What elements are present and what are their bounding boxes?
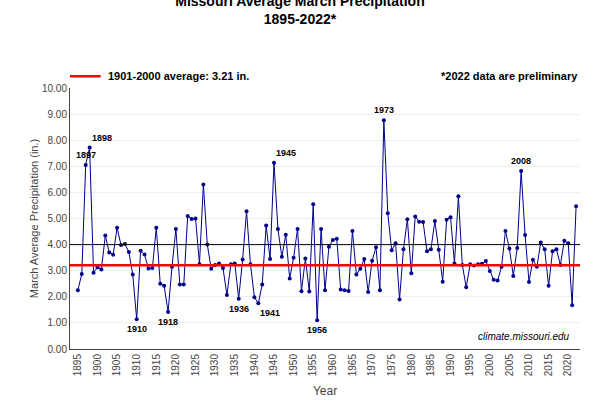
svg-text:0.00: 0.00: [48, 344, 68, 355]
svg-text:1895: 1895: [72, 354, 83, 377]
svg-text:4.00: 4.00: [48, 239, 68, 250]
svg-text:1941: 1941: [260, 308, 280, 318]
svg-text:10.00: 10.00: [42, 83, 67, 94]
svg-text:1970: 1970: [366, 354, 377, 377]
svg-text:1898: 1898: [92, 133, 112, 143]
svg-text:8.00: 8.00: [48, 135, 68, 146]
svg-text:1930: 1930: [209, 354, 220, 377]
svg-text:1950: 1950: [288, 354, 299, 377]
svg-text:1990: 1990: [445, 354, 456, 377]
svg-text:1935: 1935: [229, 354, 240, 377]
svg-text:1925: 1925: [190, 354, 201, 377]
svg-text:2000: 2000: [484, 354, 495, 377]
svg-text:2.00: 2.00: [48, 291, 68, 302]
svg-text:1956: 1956: [307, 325, 327, 335]
svg-text:1945: 1945: [276, 148, 296, 158]
svg-text:Year: Year: [313, 384, 337, 398]
svg-text:1.00: 1.00: [48, 317, 68, 328]
svg-text:1960: 1960: [327, 354, 338, 377]
svg-text:9.00: 9.00: [48, 109, 68, 120]
svg-text:1985: 1985: [425, 354, 436, 377]
svg-text:1920: 1920: [170, 354, 181, 377]
svg-text:2005: 2005: [504, 354, 515, 377]
svg-text:1965: 1965: [347, 354, 358, 377]
svg-text:6.00: 6.00: [48, 187, 68, 198]
svg-text:1910: 1910: [131, 354, 142, 377]
svg-text:1995: 1995: [464, 354, 475, 377]
svg-text:2008: 2008: [511, 156, 531, 166]
svg-text:March Average Precipitation (i: March Average Precipitation (in.): [28, 139, 40, 298]
svg-text:Missouri Average March Precipi: Missouri Average March Precipitation1895…: [175, 0, 424, 27]
svg-text:1975: 1975: [386, 354, 397, 377]
svg-text:3.00: 3.00: [48, 265, 68, 276]
svg-text:1910: 1910: [127, 324, 147, 334]
svg-text:1901-2000 average: 3.21 in.: 1901-2000 average: 3.21 in.: [108, 70, 249, 82]
svg-text:1973: 1973: [374, 105, 394, 115]
svg-text:*2022 data are preliminary: *2022 data are preliminary: [441, 70, 578, 82]
svg-text:5.00: 5.00: [48, 213, 68, 224]
svg-text:1918: 1918: [158, 317, 178, 327]
svg-text:climate.missouri.edu: climate.missouri.edu: [478, 331, 570, 342]
svg-text:2010: 2010: [523, 354, 534, 377]
svg-text:1897: 1897: [76, 150, 96, 160]
svg-text:1945: 1945: [268, 354, 279, 377]
svg-text:2020: 2020: [562, 354, 573, 377]
svg-text:1900: 1900: [92, 354, 103, 377]
svg-text:1905: 1905: [111, 354, 122, 377]
svg-text:1940: 1940: [249, 354, 260, 377]
svg-text:1936: 1936: [229, 304, 249, 314]
svg-text:2015: 2015: [543, 354, 554, 377]
svg-text:1955: 1955: [307, 354, 318, 377]
svg-text:1980: 1980: [406, 354, 417, 377]
svg-text:7.00: 7.00: [48, 161, 68, 172]
svg-text:1915: 1915: [151, 354, 162, 377]
